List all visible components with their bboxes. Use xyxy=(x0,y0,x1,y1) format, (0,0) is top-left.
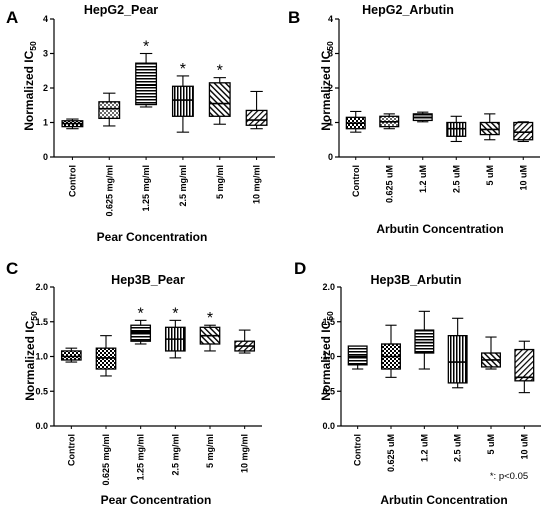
y-tick-label: 0.5 xyxy=(35,386,48,396)
panel-title: HepG2_Arbutin xyxy=(362,3,454,17)
box xyxy=(135,62,158,106)
category-label: Control xyxy=(66,434,76,466)
category-label: 10 mg/ml xyxy=(240,434,250,473)
box xyxy=(98,101,121,120)
significance-star: * xyxy=(217,63,223,80)
x-axis-title: Arbutin Concentration xyxy=(376,222,503,236)
y-tick-label: 4 xyxy=(43,14,48,24)
y-tick-label: 4 xyxy=(328,14,333,24)
category-label: 1.2 uM xyxy=(419,434,429,462)
y-tick-label: 2.0 xyxy=(322,282,335,292)
box xyxy=(347,345,368,366)
panel-letter: D xyxy=(294,259,306,278)
category-label: 5 uM xyxy=(486,434,496,455)
x-axis-title: Pear Concentration xyxy=(101,493,212,507)
y-tick-label: 1 xyxy=(328,118,333,128)
significance-star: * xyxy=(143,39,149,56)
y-tick-label: 2 xyxy=(43,83,48,93)
x-axis-title: Pear Concentration xyxy=(97,230,208,244)
box xyxy=(414,329,435,354)
y-tick-label: 1.0 xyxy=(35,352,48,362)
category-label: 0.625 mg/ml xyxy=(104,165,114,217)
category-label: 0.625 uM xyxy=(384,165,394,203)
panel-letter: B xyxy=(288,8,300,27)
category-label: 5 uM xyxy=(485,165,495,186)
category-label: 10 uM xyxy=(519,434,529,460)
y-axis-title: Normalized IC50 xyxy=(22,41,38,131)
category-label: 2.5 mg/ml xyxy=(170,434,180,476)
panel-letter: C xyxy=(6,259,18,278)
box xyxy=(130,324,152,342)
significance-star: * xyxy=(172,305,178,322)
category-label: 2.5 mg/ml xyxy=(178,165,188,207)
panel-letter: A xyxy=(6,8,18,27)
category-label: 1.2 uM xyxy=(418,165,428,193)
y-axis-title: Normalized IC50 xyxy=(23,311,39,401)
y-tick-label: 0.5 xyxy=(322,386,335,396)
category-label: 5 mg/ml xyxy=(215,165,225,199)
category-label: 1.25 mg/ml xyxy=(136,434,146,481)
y-tick-label: 0 xyxy=(43,152,48,162)
y-axis-title: Normalized IC50 xyxy=(319,41,335,131)
y-tick-label: 1.0 xyxy=(322,352,335,362)
box xyxy=(208,82,231,117)
category-label: 10 uM xyxy=(518,165,528,191)
category-label: Control xyxy=(353,434,363,466)
y-tick-label: 1.5 xyxy=(35,317,48,327)
panel-d: D Hep3B_Arbutin Normalized IC50 Arbutin … xyxy=(294,259,541,507)
y-tick-label: 0.0 xyxy=(35,421,48,431)
y-tick-label: 2.0 xyxy=(35,282,48,292)
box xyxy=(479,121,500,136)
box xyxy=(513,121,534,141)
box xyxy=(447,334,468,384)
box xyxy=(60,350,82,361)
panel-title: HepG2_Pear xyxy=(84,3,158,17)
y-tick-label: 1 xyxy=(43,118,48,128)
category-label: 5 mg/ml xyxy=(205,434,215,468)
category-label: 0.625 uM xyxy=(386,434,396,472)
category-label: 0.625 mg/ml xyxy=(101,434,111,486)
panel-title: Hep3B_Pear xyxy=(111,273,185,287)
panel-c: C Hep3B_Pear Normalized IC50 Pear Concen… xyxy=(6,259,262,507)
y-tick-label: 0 xyxy=(328,152,333,162)
category-label: 2.5 uM xyxy=(453,434,463,462)
category-label: Control xyxy=(351,165,361,197)
y-axis-title: Normalized IC50 xyxy=(319,311,335,401)
category-label: 10 mg/ml xyxy=(252,165,262,204)
y-tick-label: 2 xyxy=(328,83,333,93)
panel-title: Hep3B_Arbutin xyxy=(371,273,462,287)
x-axis-title: Arbutin Concentration xyxy=(380,493,507,507)
significance-star: * xyxy=(138,305,144,322)
y-tick-label: 0.0 xyxy=(322,421,335,431)
category-label: 2.5 uM xyxy=(451,165,461,193)
category-label: 1.25 mg/ml xyxy=(141,165,151,212)
panel-b: B HepG2_Arbutin Normalized IC50 Arbutin … xyxy=(288,3,540,236)
significance-star: * xyxy=(207,310,213,327)
category-label: Control xyxy=(67,165,77,197)
panel-a: A HepG2_Pear Normalized IC50 Pear Concen… xyxy=(6,3,275,244)
significance-star: * xyxy=(180,61,186,78)
y-tick-label: 1.5 xyxy=(322,317,335,327)
box xyxy=(171,85,194,117)
significance-footnote: *: p<0.05 xyxy=(490,471,528,482)
y-tick-label: 3 xyxy=(328,49,333,59)
box xyxy=(514,348,535,382)
box xyxy=(245,109,268,126)
y-tick-label: 3 xyxy=(43,49,48,59)
